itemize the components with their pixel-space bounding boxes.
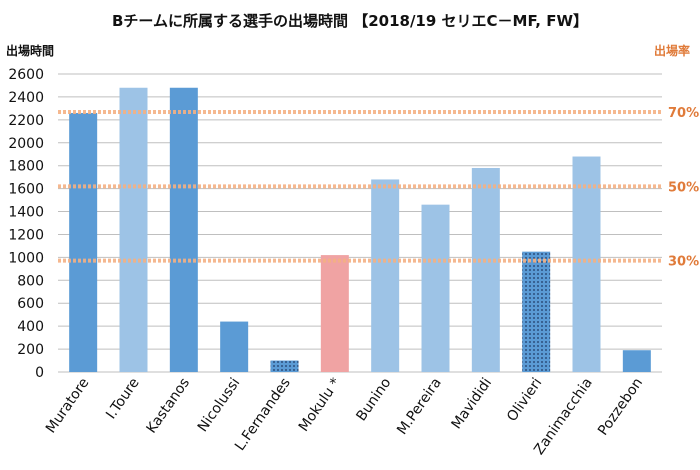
bar-i-toure — [119, 87, 148, 372]
bar-m-pereira — [421, 204, 450, 372]
y-axis-title-left: 出場時間 — [6, 44, 55, 58]
bar-mokulu — [320, 255, 349, 372]
chart-title: Bチームに所属する選手の出場時間 【2018/19 セリエC－MF, FW】 — [111, 12, 588, 30]
bar-mavididi — [471, 167, 500, 372]
bar-l-fernandes — [270, 360, 299, 372]
x-tick-label: Muratore — [43, 375, 92, 436]
bar-zanimacchia — [572, 156, 601, 372]
bar-kastanos — [169, 87, 198, 372]
y-tick-label: 2000 — [8, 136, 44, 152]
y-tick-label: 1400 — [8, 205, 44, 221]
reference-label: 50% — [668, 180, 699, 195]
x-tick-label: M.Pereira — [394, 375, 445, 438]
bar-muratore — [69, 112, 98, 372]
x-tick-label: I.Toure — [103, 375, 143, 422]
bar-pozzebon — [622, 350, 651, 372]
y-tick-label: 800 — [17, 273, 44, 289]
y-tick-label: 2400 — [8, 90, 44, 106]
bar-nicolussi — [220, 321, 249, 372]
x-tick-label: Nicolussi — [195, 375, 244, 435]
y-tick-label: 600 — [17, 296, 44, 312]
y-tick-label: 1200 — [8, 227, 44, 243]
bar-bunino — [371, 179, 400, 372]
x-tick-label: Pozzebon — [595, 375, 646, 438]
x-tick-label: Mokulu * — [296, 375, 344, 434]
y-tick-label: 2200 — [8, 113, 44, 129]
y-tick-label: 400 — [17, 319, 44, 335]
x-tick-label: Olivieri — [504, 375, 545, 425]
bar-olivieri — [522, 251, 551, 372]
y-tick-label: 200 — [17, 342, 44, 358]
y-axis-title-right: 出場率 — [653, 44, 690, 58]
y-tick-label: 2600 — [8, 67, 44, 83]
reference-label: 70% — [668, 106, 699, 121]
y-tick-label: 1600 — [8, 182, 44, 198]
y-tick-label: 1800 — [8, 159, 44, 175]
x-tick-label: Mavididi — [449, 375, 496, 432]
y-tick-label: 1000 — [8, 250, 44, 266]
reference-label: 30% — [668, 255, 699, 270]
x-tick-label: Bunino — [353, 375, 394, 424]
y-tick-label: 0 — [35, 365, 44, 381]
x-tick-label: Kastanos — [144, 375, 194, 436]
